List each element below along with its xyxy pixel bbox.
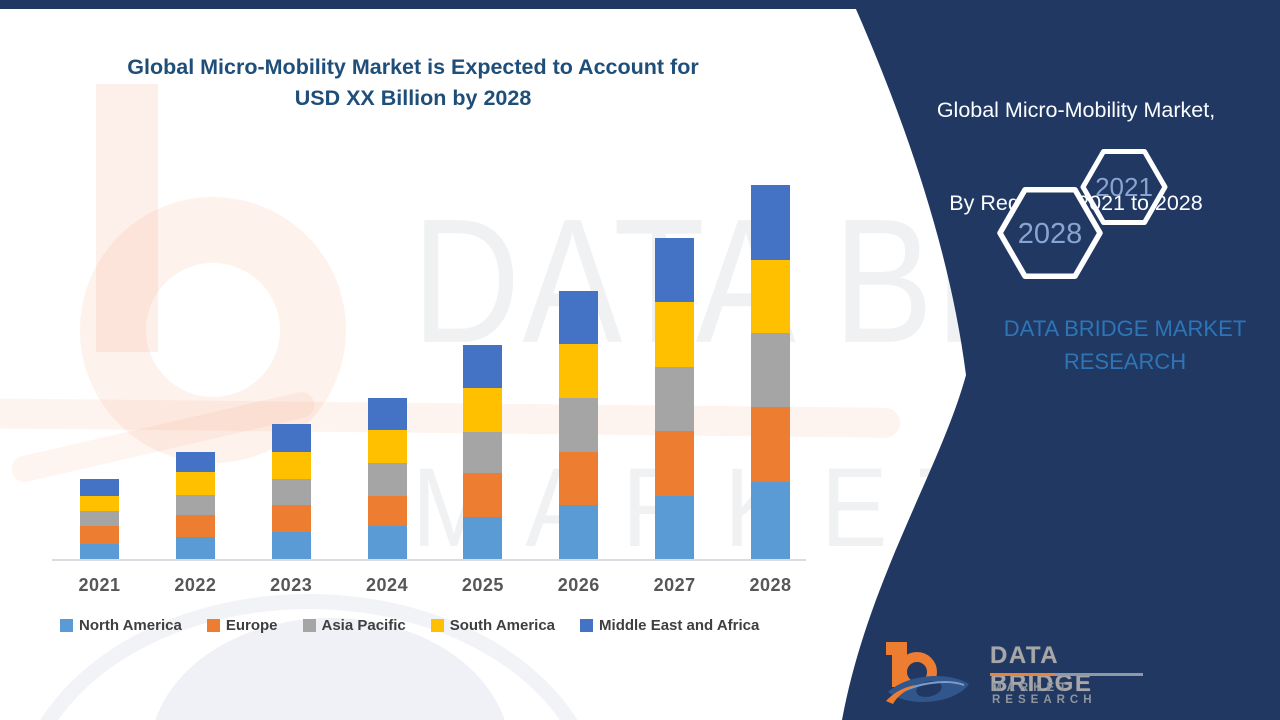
hexagon-2021-label: 2021 (1095, 172, 1153, 202)
bar-segment (367, 526, 407, 559)
brand-caption-line2: RESEARCH (1063, 349, 1187, 374)
legend-label: Europe (225, 617, 278, 634)
legend-item: Asia Pacific (302, 617, 406, 634)
stacked-bar-2027 (655, 238, 695, 559)
legend-item: Middle East and Africa (580, 617, 759, 634)
x-tick-label: 2024 (366, 575, 409, 595)
data-bridge-logo: DATA BRIDGE MARKET RESEARCH (886, 634, 1143, 714)
bar-segment (750, 260, 790, 333)
bar-segment (271, 532, 311, 559)
x-tick-label: 2028 (749, 575, 792, 595)
bar-segment (559, 505, 599, 559)
bar-segment (655, 238, 695, 302)
bar-segment (750, 407, 790, 482)
bar-segment (367, 496, 407, 526)
stacked-bar-2026 (559, 291, 599, 559)
bar-segment (655, 496, 695, 559)
bar-segment (271, 505, 311, 532)
bar-segment (80, 496, 119, 511)
chart-title-line2: USD XX Billion by 2028 (294, 86, 532, 110)
bar-segment (367, 430, 407, 463)
logo-subtitle: MARKET RESEARCH (992, 682, 1097, 706)
legend-swatch-icon (60, 619, 73, 632)
bar-segment (367, 398, 407, 430)
stacked-bar-2021 (80, 479, 119, 559)
legend-item: North America (60, 617, 182, 634)
bar-segment (271, 424, 311, 452)
logo-b-icon (886, 642, 969, 704)
chart-title-line1: Global Micro-Mobility Market is Expected… (127, 55, 699, 79)
legend-swatch-icon (580, 619, 594, 632)
bar-segment (175, 472, 215, 495)
legend-label: South America (449, 617, 556, 634)
legend-swatch-icon (206, 619, 220, 632)
x-tick-label: 2026 (557, 575, 600, 595)
bar-segment (750, 185, 790, 260)
bar-chart: 2021 2022 2023 2024 2025 2026 2027 2028 (52, 185, 806, 595)
bar-segment (750, 333, 790, 407)
legend-swatch-icon (302, 619, 316, 632)
stacked-bar-2025 (463, 345, 503, 559)
bar-segment (271, 479, 311, 505)
legend-label: Asia Pacific (321, 617, 406, 634)
bar-segment (463, 432, 503, 473)
x-tick-label: 2027 (653, 575, 696, 595)
brand-caption: DATA BRIDGE MARKET RESEARCH (963, 312, 1280, 378)
hexagon-2028 (997, 186, 1103, 280)
hexagon-2028-label: 2028 (1018, 218, 1083, 250)
legend-item: South America (430, 617, 556, 634)
stacked-bar-2023 (271, 424, 311, 559)
bar-segment (655, 367, 695, 431)
stacked-bar-2024 (367, 398, 407, 559)
bar-segment (175, 452, 215, 472)
bar-segment (463, 473, 503, 517)
bar-segment (271, 452, 311, 479)
logo-underline (990, 673, 1143, 676)
bar-segment (175, 515, 215, 537)
year-hexagons: 2021 2028 (997, 149, 1168, 280)
bar-segment (559, 344, 599, 398)
hexagon-2021 (1080, 149, 1168, 225)
legend-swatch-icon (430, 619, 444, 632)
stacked-bar-2028 (750, 185, 790, 559)
chart-title: Global Micro-Mobility Market is Expected… (55, 52, 771, 114)
x-tick-label: 2025 (461, 575, 504, 595)
chart-legend: North America Europe Asia Pacific South Ame… (60, 617, 759, 634)
legend-label: North America (79, 617, 182, 634)
bar-segment (463, 345, 503, 388)
bar-segment (559, 398, 599, 452)
bar-segment (559, 291, 599, 344)
bar-segment (80, 479, 119, 496)
x-tick-label: 2022 (174, 575, 217, 595)
bar-segment (80, 526, 119, 544)
bar-segment (175, 495, 215, 515)
bar-segment (80, 544, 119, 559)
x-tick-label: 2021 (78, 575, 121, 595)
bar-segment (655, 302, 695, 367)
bar-segment (175, 537, 215, 559)
bar-segment (750, 482, 790, 559)
x-tick-label: 2023 (270, 575, 313, 595)
stacked-bar-2022 (175, 452, 215, 559)
bar-segment (559, 452, 599, 505)
legend-item: Europe (206, 617, 278, 634)
x-axis-line (52, 559, 806, 561)
bar-segment (367, 463, 407, 496)
bar-segment (463, 517, 503, 559)
panel-heading-line1: Global Micro-Mobility Market, (936, 98, 1216, 122)
brand-caption-line1: DATA BRIDGE MARKET (1003, 316, 1247, 341)
bar-segment (80, 511, 119, 526)
bar-segment (655, 431, 695, 496)
bar-segment (463, 388, 503, 432)
legend-label: Middle East and Africa (599, 617, 760, 634)
